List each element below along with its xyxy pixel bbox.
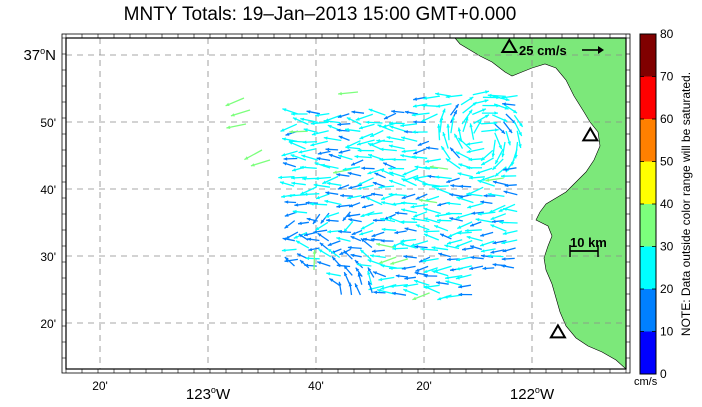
colorbar-segment (640, 331, 656, 374)
scale-bar-label: 10 km (570, 235, 607, 250)
lat-lon-grid (66, 38, 626, 369)
current-vectors (225, 90, 524, 301)
station-triangle-icon (581, 126, 600, 142)
colorbar-tick-label: 80 (660, 27, 674, 41)
colorbar-segment (640, 289, 656, 332)
colorbar-tick-label: 70 (660, 70, 674, 84)
station-triangle-icon (549, 323, 567, 339)
station-triangle-icon (500, 37, 519, 53)
lon-tick-label: 122oW (510, 385, 555, 403)
colorbar-tick-label: 20 (660, 282, 674, 296)
map-frame-outer (61, 33, 631, 374)
lat-tick-label: 30' (40, 250, 56, 264)
lat-tick-label: 37oN (23, 46, 56, 64)
axis-labels: 37oN 50' 40' 30' 20' 20' 123oW 40' 20' 122oW (23, 46, 554, 403)
colorbar-segment (640, 76, 656, 119)
colorbar-segment (640, 119, 656, 162)
lat-tick-label: 40' (40, 183, 56, 197)
lat-tick-label: 20' (40, 317, 56, 331)
colorbar-tick-label: 10 (660, 325, 674, 339)
map-frame (65, 37, 627, 370)
lon-tick-label: 20' (92, 379, 108, 393)
hf-radar-stations (500, 37, 600, 339)
colorbar: 0 10 20 30 40 50 60 70 80 (639, 27, 674, 381)
map-title: MNTY Totals: 19–Jan–2013 15:00 GMT+0.000 (123, 4, 517, 25)
colorbar-tick-label: 30 (660, 240, 674, 254)
lat-tick-label: 50' (40, 116, 56, 130)
reference-vector-label: 25 cm/s (519, 43, 567, 58)
colorbar-tick-label: 50 (660, 155, 674, 169)
lon-tick-label: 123oW (186, 385, 231, 403)
lon-tick-label: 20' (416, 379, 432, 393)
colorbar-segment (640, 34, 656, 77)
plot-background (66, 38, 626, 369)
colorbar-units: cm/s (634, 376, 658, 388)
frame-graduation (62, 34, 630, 373)
colorbar-tick-label: 0 (660, 367, 667, 381)
colorbar-note: NOTE: Data outside color range will be s… (679, 71, 693, 337)
reference-vector: 25 cm/s (519, 43, 604, 58)
colorbar-tick-label: 60 (660, 112, 674, 126)
reference-vector-arrowhead (598, 46, 604, 54)
colorbar-segment (640, 161, 656, 204)
colorbar-segment (640, 204, 656, 247)
colorbar-tick-label: 40 (660, 197, 674, 211)
colorbar-segment (640, 246, 656, 289)
land-area (454, 38, 626, 369)
scale-bar: 10 km (569, 235, 607, 257)
lon-tick-label: 40' (308, 379, 324, 393)
